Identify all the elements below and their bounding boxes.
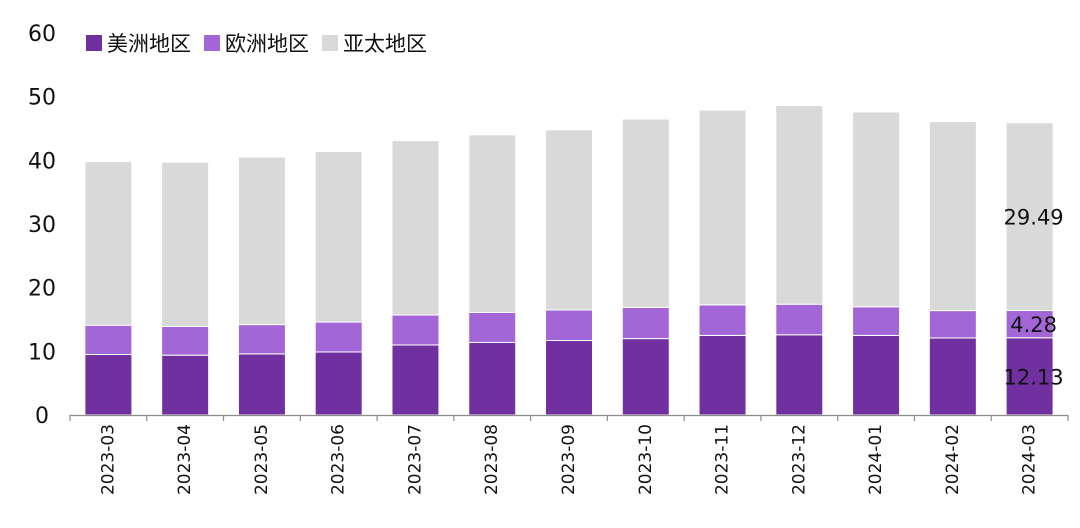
bar-segment-americas [621, 338, 670, 416]
x-tick-label: 2023-09 [559, 424, 579, 495]
bar-segment-asia-pacific [1005, 122, 1054, 312]
y-tick-label: 30 [28, 213, 56, 238]
bar-segment-americas [698, 334, 747, 416]
bar-segment-europe [1005, 310, 1054, 339]
bar-segment-europe [621, 306, 670, 340]
legend-label: 欧洲地区 [225, 32, 309, 56]
bar-segment-asia-pacific [928, 120, 977, 312]
data-label: 4.28 [1010, 313, 1057, 337]
bar-segment-europe [545, 309, 593, 342]
legend-swatch [204, 35, 220, 51]
x-tick-label: 2023-08 [482, 424, 502, 495]
data-label: 29.49 [1004, 206, 1064, 230]
bar-segment-asia-pacific [545, 129, 593, 311]
legend-swatch [322, 35, 338, 51]
bar-segment-asia-pacific [237, 156, 286, 326]
x-tick-label: 2023-07 [405, 424, 425, 495]
x-tick-label: 2023-05 [252, 424, 272, 495]
x-tick-label: 2024-02 [943, 424, 963, 495]
bar-segment-americas [237, 353, 286, 416]
bar-segment-americas [775, 334, 824, 416]
bar-segment-americas [391, 344, 440, 416]
legend: 美洲地区 欧洲地区 亚太地区 [86, 32, 427, 56]
bar-segment-europe [852, 306, 901, 336]
y-tick-label: 50 [28, 86, 56, 111]
bar-segment-americas [161, 354, 210, 416]
bar-segment-americas [314, 351, 363, 416]
y-tick-label: 0 [35, 404, 49, 429]
x-tick-label: 2024-03 [1020, 424, 1040, 495]
legend-label: 亚太地区 [343, 32, 427, 56]
bar-segment-americas [852, 334, 901, 416]
bar-segment-asia-pacific [314, 150, 363, 323]
bar-segment-asia-pacific [621, 118, 670, 308]
bar-segment-europe [314, 321, 363, 353]
bar-segment-europe [775, 303, 824, 336]
x-tick-label: 2023-11 [713, 424, 733, 495]
x-tick-label: 2023-03 [98, 424, 118, 495]
bars [84, 105, 1054, 416]
bar-segment-asia-pacific [698, 109, 747, 306]
x-tick-label: 2024-01 [866, 424, 886, 495]
y-tick-label: 20 [28, 277, 56, 302]
legend-label: 美洲地区 [107, 32, 191, 56]
x-axis: 2023-03 2023-04 2023-05 2023-06 2023-07 2023-… [69, 414, 1069, 495]
bar-segment-americas [468, 341, 517, 416]
bar-segment-europe [928, 310, 977, 339]
data-label: 12.13 [1004, 365, 1064, 389]
x-tick-label: 2023-10 [636, 424, 656, 495]
x-tick-label: 2023-12 [789, 424, 809, 495]
bar-segment-europe [84, 324, 133, 356]
data-labels: 29.49 4.28 12.13 [1004, 206, 1064, 390]
bar-segment-asia-pacific [84, 161, 133, 326]
bar-segment-americas [928, 337, 977, 416]
bar-segment-americas [84, 354, 133, 416]
bar-segment-americas [545, 340, 593, 416]
bar-segment-asia-pacific [391, 140, 440, 316]
bar-segment-asia-pacific [468, 134, 517, 313]
bar-segment-europe [391, 314, 440, 346]
x-tick-label: 2023-04 [175, 424, 195, 495]
bar-segment-asia-pacific [852, 111, 901, 308]
x-tick-label: 2023-06 [329, 424, 349, 495]
bar-segment-europe [237, 324, 286, 355]
y-tick-label: 60 [28, 22, 56, 47]
y-axis: 0 10 20 30 40 50 60 [28, 22, 56, 429]
y-tick-label: 10 [28, 340, 56, 365]
bar-segment-asia-pacific [161, 161, 210, 328]
bar-segment-europe [698, 304, 747, 336]
bar-segment-americas [1005, 337, 1054, 416]
y-tick-label: 40 [28, 149, 56, 174]
bar-segment-asia-pacific [775, 105, 824, 305]
bar-segment-europe [468, 311, 517, 343]
bar-segment-europe [161, 326, 210, 356]
legend-swatch [86, 35, 102, 51]
